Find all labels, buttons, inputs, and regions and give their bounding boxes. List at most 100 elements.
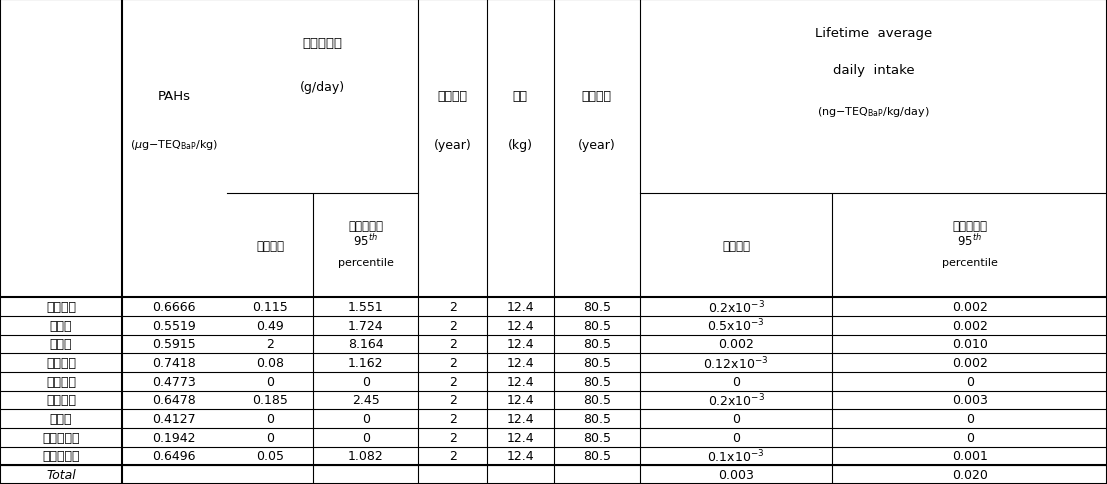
Text: 0.010: 0.010 [952,338,987,351]
Text: 0: 0 [362,431,370,444]
Text: 0.002: 0.002 [952,301,987,314]
Text: 0: 0 [362,375,370,388]
Text: 80.5: 80.5 [582,301,611,314]
Text: 0.002: 0.002 [952,356,987,369]
Text: Lifetime  average: Lifetime average [815,28,932,40]
Text: daily  intake: daily intake [832,64,914,76]
Text: 0.05: 0.05 [256,450,284,463]
Text: 2: 2 [448,375,457,388]
Text: 0.002: 0.002 [718,338,754,351]
Text: 2: 2 [448,450,457,463]
Text: (year): (year) [434,139,472,151]
Text: 0: 0 [362,412,370,425]
Text: 콩기름: 콩기름 [50,338,72,351]
Text: PAHs: PAHs [158,91,190,103]
Text: 0.115: 0.115 [252,301,288,314]
Text: 80.5: 80.5 [582,393,611,407]
Text: 1.082: 1.082 [348,450,384,463]
Text: 80.5: 80.5 [582,319,611,332]
Text: 0: 0 [965,412,974,425]
Text: 올리브유: 올리브유 [45,301,76,314]
Text: 12.4: 12.4 [507,431,534,444]
Text: 80.5: 80.5 [582,431,611,444]
Text: 전체집단의: 전체집단의 [349,220,383,233]
Text: 참기름: 참기름 [50,319,72,332]
Text: 0.4127: 0.4127 [153,412,196,425]
Text: 0: 0 [732,431,741,444]
Text: 0.1942: 0.1942 [153,431,196,444]
Text: 12.4: 12.4 [507,301,534,314]
Text: 12.4: 12.4 [507,338,534,351]
Text: 80.5: 80.5 [582,412,611,425]
Text: 2: 2 [448,393,457,407]
Text: percentile: percentile [338,257,394,268]
Text: 0: 0 [266,412,275,425]
Text: 0.1x10$^{-3}$: 0.1x10$^{-3}$ [707,448,765,464]
Text: 12.4: 12.4 [507,393,534,407]
Text: 2: 2 [448,301,457,314]
Text: 카놌라유: 카놌라유 [45,375,76,388]
Text: 0.6666: 0.6666 [153,301,196,314]
Text: 0: 0 [266,431,275,444]
Text: 0.5915: 0.5915 [153,338,196,351]
Text: 80.5: 80.5 [582,356,611,369]
Text: 0.7418: 0.7418 [153,356,196,369]
Text: 0.020: 0.020 [952,468,987,481]
Text: 옥수수유: 옥수수유 [45,356,76,369]
Text: ($\mu$g$-$TEQ$_{\mathregular{BaP}}$/kg): ($\mu$g$-$TEQ$_{\mathregular{BaP}}$/kg) [131,138,218,152]
Text: 8.164: 8.164 [348,338,384,351]
Text: 2: 2 [448,319,457,332]
Text: 0.49: 0.49 [256,319,284,332]
Text: 12.4: 12.4 [507,450,534,463]
Text: 12.4: 12.4 [507,412,534,425]
Text: 현미유: 현미유 [50,412,72,425]
Text: 0.5x10$^{-3}$: 0.5x10$^{-3}$ [707,318,765,334]
Text: percentile: percentile [942,257,997,268]
Text: Total: Total [46,468,75,481]
Text: 2: 2 [448,338,457,351]
Text: 80.5: 80.5 [582,338,611,351]
Text: 2: 2 [448,356,457,369]
Text: 12.4: 12.4 [507,356,534,369]
Text: 0.2x10$^{-3}$: 0.2x10$^{-3}$ [707,299,765,315]
Text: 0.185: 0.185 [252,393,288,407]
Text: 0: 0 [732,375,741,388]
Text: 전체집단의: 전체집단의 [952,220,987,233]
Text: 노출기간: 노출기간 [437,91,468,103]
Text: 0.2x10$^{-3}$: 0.2x10$^{-3}$ [707,392,765,408]
Text: 0.6496: 0.6496 [153,450,196,463]
Text: 0.6478: 0.6478 [153,393,196,407]
Text: 0.12x10$^{-3}$: 0.12x10$^{-3}$ [703,355,769,371]
Text: 튀김전용유: 튀김전용유 [42,431,80,444]
Text: 0.08: 0.08 [256,356,284,369]
Text: (year): (year) [578,139,615,151]
Text: 95$^{th}$: 95$^{th}$ [353,233,379,249]
Text: (g/day): (g/day) [300,81,345,93]
Text: 12.4: 12.4 [507,319,534,332]
Text: 0: 0 [965,375,974,388]
Text: 0.002: 0.002 [952,319,987,332]
Text: 0.4773: 0.4773 [153,375,196,388]
Text: (kg): (kg) [508,139,532,151]
Text: 0: 0 [732,412,741,425]
Text: 해바라기유: 해바라기유 [42,450,80,463]
Text: 전체집단: 전체집단 [256,239,284,252]
Text: 2: 2 [266,338,275,351]
Text: 1.162: 1.162 [348,356,384,369]
Text: 전체집단: 전체집단 [722,239,751,252]
Text: 0.001: 0.001 [952,450,987,463]
Text: 12.4: 12.4 [507,375,534,388]
Text: 식품섭취량: 식품섭취량 [302,37,343,50]
Text: (ng$-$TEQ$_{\mathregular{BaP}}$/kg/day): (ng$-$TEQ$_{\mathregular{BaP}}$/kg/day) [817,105,930,118]
Text: 0.003: 0.003 [718,468,754,481]
Text: 0.003: 0.003 [952,393,987,407]
Text: 1.551: 1.551 [348,301,384,314]
Text: 95$^{th}$: 95$^{th}$ [958,233,982,249]
Text: 80.5: 80.5 [582,450,611,463]
Text: 2.45: 2.45 [352,393,380,407]
Text: 80.5: 80.5 [582,375,611,388]
Text: 0: 0 [965,431,974,444]
Text: 1.724: 1.724 [348,319,384,332]
Text: 평균수명: 평균수명 [581,91,612,103]
Text: 0: 0 [266,375,275,388]
